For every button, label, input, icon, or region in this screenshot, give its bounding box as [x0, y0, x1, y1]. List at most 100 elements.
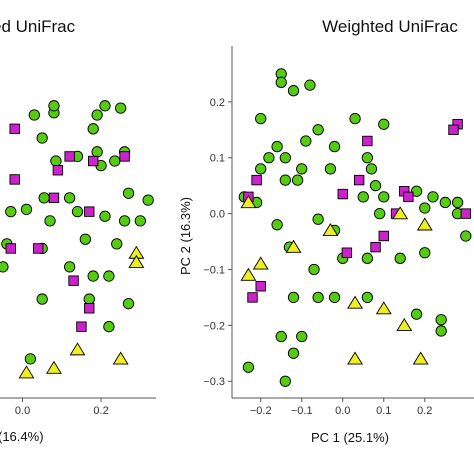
right-y-axis-title: PC 2 (16.3%) — [178, 197, 193, 275]
square-point — [378, 230, 389, 242]
square-point — [251, 174, 262, 186]
y-tick-label: −0.3 — [203, 376, 225, 388]
left-x-axis-title: (16.4%) — [0, 429, 44, 444]
square-point — [403, 191, 414, 203]
triangle-point — [392, 206, 409, 220]
circle-point — [91, 146, 103, 158]
x-tick-label: 0.0 — [15, 405, 30, 417]
triangle-point — [412, 351, 429, 365]
circle-point — [36, 132, 48, 144]
circle-point — [308, 263, 320, 276]
circle-point — [365, 163, 378, 175]
x-tick-label: −0.2 — [250, 405, 272, 417]
right-plot-area — [238, 68, 472, 387]
y-tick-label: −0.1 — [203, 264, 225, 276]
x-tick-label: 0.0 — [335, 405, 350, 417]
circle-point — [279, 152, 291, 164]
circle-point — [304, 79, 316, 91]
circle-point — [410, 308, 423, 320]
circle-point — [328, 291, 341, 304]
circle-point — [71, 205, 84, 218]
square-point — [370, 241, 381, 253]
square-point — [448, 124, 459, 136]
circle-point — [287, 291, 300, 304]
circle-point — [394, 252, 406, 264]
circle-point — [287, 85, 300, 97]
circle-point — [435, 325, 447, 337]
circle-point — [263, 152, 275, 164]
square-point — [9, 174, 20, 185]
square-point — [460, 208, 471, 219]
circle-point — [87, 123, 99, 135]
circle-point — [242, 361, 255, 373]
circle-point — [87, 270, 99, 282]
y-tick-label: 0.2 — [210, 97, 225, 109]
circle-point — [103, 270, 115, 282]
triangle-point — [322, 223, 339, 237]
circle-point — [361, 152, 374, 164]
circle-point — [312, 124, 324, 136]
circle-point — [279, 375, 291, 387]
circle-point — [300, 135, 312, 147]
circle-point — [451, 196, 464, 209]
right-panel: Weighted UniFrac −0.2 −0.1 0.0 0.1 0.2 0.20.… — [178, 17, 474, 445]
square-point — [337, 188, 348, 200]
left-plot-area — [0, 100, 154, 379]
square-point — [5, 243, 16, 254]
x-tick-label: 0.2 — [417, 405, 432, 417]
y-tick-label: 0.0 — [210, 209, 225, 221]
circle-point — [361, 291, 374, 304]
square-point — [362, 135, 373, 147]
x-tick-label: −0.1 — [291, 405, 313, 417]
triangle-point — [18, 365, 35, 379]
circle-point — [271, 140, 283, 153]
triangle-point — [347, 351, 364, 365]
square-point — [84, 303, 95, 314]
circle-point — [255, 163, 267, 175]
circle-point — [44, 215, 56, 227]
circle-point — [279, 174, 291, 186]
circle-point — [374, 207, 386, 220]
circle-point — [291, 174, 304, 186]
circle-point — [109, 155, 121, 167]
right-x-axis-title: PC 1 (25.1%) — [311, 430, 389, 445]
circle-point — [378, 191, 390, 203]
circle-point — [287, 347, 300, 359]
circle-point — [361, 252, 374, 264]
circle-point — [460, 230, 472, 242]
left-panel-title: ed UniFrac — [0, 17, 76, 36]
circle-point — [111, 238, 123, 250]
circle-point — [271, 219, 283, 231]
left-x-ticks: 0.0 0.2 — [15, 398, 109, 417]
circle-point — [64, 192, 76, 204]
circle-point — [427, 191, 439, 203]
circle-point — [419, 247, 431, 259]
left-panel: ed UniFrac 0.0 0.2 (16.4%) — [0, 17, 156, 444]
square-point — [9, 123, 20, 135]
circle-point — [0, 261, 9, 273]
circle-point — [28, 109, 40, 121]
left-points — [0, 100, 154, 379]
circle-point — [64, 261, 76, 273]
right-points — [238, 68, 472, 387]
triangle-point — [252, 256, 269, 270]
square-point — [48, 192, 60, 204]
circle-point — [103, 321, 115, 333]
circle-point — [435, 314, 447, 326]
circle-point — [122, 187, 135, 199]
circle-point — [50, 155, 62, 167]
x-tick-label: 0.1 — [376, 405, 391, 417]
triangle-point — [128, 254, 145, 268]
square-point — [119, 151, 130, 162]
square-point — [52, 165, 64, 176]
circle-point — [91, 109, 103, 121]
circle-point — [83, 293, 95, 305]
triangle-point — [347, 295, 364, 309]
circle-point — [79, 233, 92, 245]
circle-point — [296, 330, 308, 343]
circle-point — [439, 196, 451, 209]
circle-point — [357, 191, 369, 203]
y-tick-label: −0.2 — [203, 320, 225, 332]
triangle-point — [285, 239, 302, 253]
circle-point — [118, 215, 131, 227]
